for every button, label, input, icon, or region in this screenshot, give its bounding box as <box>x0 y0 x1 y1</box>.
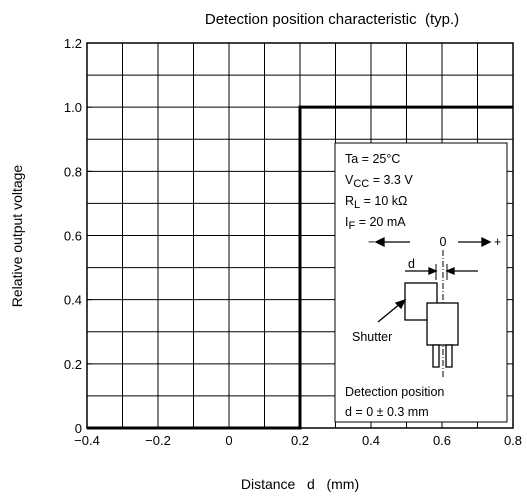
x-tick-label: 0.2 <box>291 433 309 448</box>
x-tick-label: 0.4 <box>362 433 380 448</box>
condition: IF = 20 mA <box>345 215 406 232</box>
y-tick-label: 1.0 <box>64 100 82 115</box>
x-tick-label: 0.6 <box>433 433 451 448</box>
data-line <box>87 105 513 430</box>
annotation: Ta = 25°C VCC = 3.3 V RL = 10 kΩ IF = 20… <box>334 142 508 423</box>
condition: VCC = 3.3 V <box>345 173 413 190</box>
y-tick-label: 0.4 <box>64 293 82 308</box>
plot-lines <box>87 105 513 430</box>
y-tick-label: 0.6 <box>64 229 82 244</box>
y-tick-label: 0 <box>75 421 82 436</box>
y-tick-label: 0.8 <box>64 164 82 179</box>
x-tick-label: −0.2 <box>145 433 171 448</box>
plus-label: + <box>494 235 501 249</box>
y-tick-label: 0.2 <box>64 357 82 372</box>
chart-title: Detection position characteristic (typ.) <box>205 11 459 28</box>
note: d = 0 ± 0.3 mm <box>345 405 429 419</box>
shutter-label: Shutter <box>352 330 392 344</box>
note: Detection position <box>345 385 444 399</box>
condition: Ta = 25°C <box>345 152 400 166</box>
zero-label: 0 <box>440 235 447 249</box>
condition: RL = 10 kΩ <box>345 194 407 211</box>
d-label: d <box>408 257 415 271</box>
x-axis-label: Distance d (mm) <box>241 476 359 492</box>
x-tick-label: −0.4 <box>74 433 100 448</box>
y-tick-label: 1.2 <box>64 36 82 51</box>
y-axis-label: Relative output voltage <box>9 165 25 308</box>
diagram <box>374 236 492 378</box>
x-tick-label: 0.8 <box>504 433 522 448</box>
minus-label: − <box>368 235 375 249</box>
x-tick-label: 0 <box>225 433 232 448</box>
